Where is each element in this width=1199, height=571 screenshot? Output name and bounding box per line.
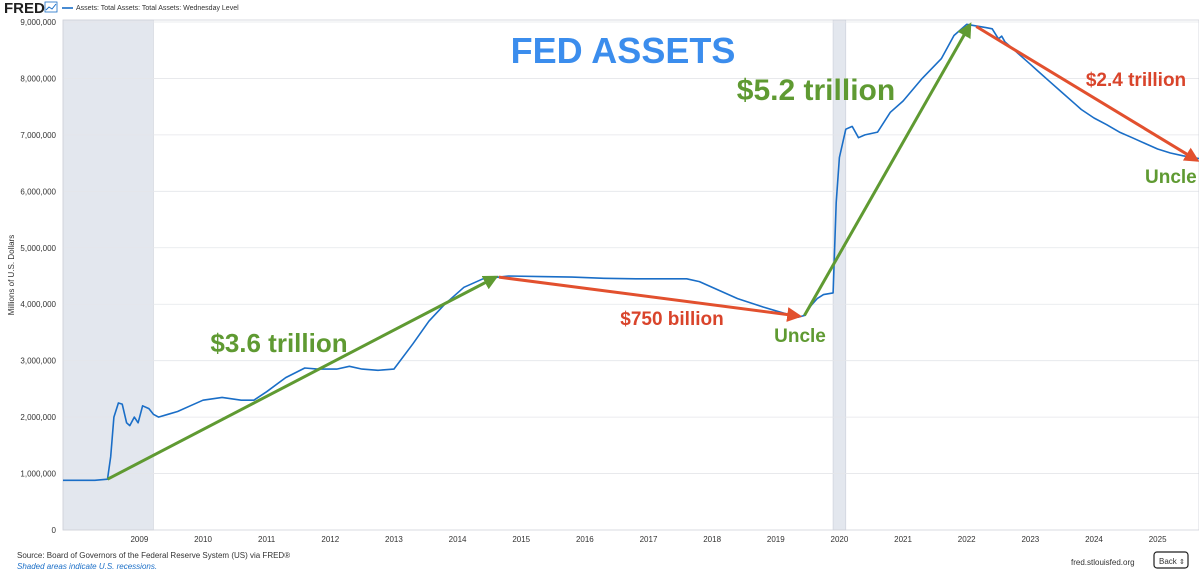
label-2-4-trillion: $2.4 trillion — [1086, 70, 1186, 91]
x-tick-label: 2013 — [385, 535, 403, 544]
x-tick-label: 2011 — [258, 535, 276, 544]
fred-logo-chart-icon — [44, 1, 58, 13]
x-tick-label: 2023 — [1021, 535, 1039, 544]
series-line-total-assets — [63, 23, 1199, 482]
site-url[interactable]: fred.stlouisfed.org — [1071, 558, 1135, 567]
label-750-billion: $750 billion — [620, 309, 723, 330]
y-tick-label: 5,000,000 — [20, 244, 56, 253]
label-uncle-2025: Uncle — [1145, 167, 1197, 188]
x-tick-label: 2020 — [831, 535, 849, 544]
recession-note[interactable]: Shaded areas indicate U.S. recessions. — [17, 562, 157, 571]
x-tick-label: 2022 — [958, 535, 976, 544]
y-tick-label: 4,000,000 — [20, 300, 56, 309]
y-tick-label: 9,000,000 — [20, 18, 56, 27]
y-axis-label: Millions of U.S. Dollars — [7, 235, 16, 315]
down-arrow — [975, 25, 1199, 162]
x-tick-label: 2025 — [1149, 535, 1167, 544]
x-tick-label: 2014 — [449, 535, 467, 544]
legend-label: Assets: Total Assets: Total Assets: Wedn… — [76, 5, 239, 12]
y-tick-label: 8,000,000 — [20, 74, 56, 83]
y-tick-label: 1,000,000 — [20, 470, 56, 479]
x-tick-label: 2009 — [130, 535, 148, 544]
y-tick-label: 7,000,000 — [20, 131, 56, 140]
x-tick-label: 2018 — [703, 535, 721, 544]
down-arrow — [498, 275, 803, 322]
y-tick-label: 6,000,000 — [20, 187, 56, 196]
label-5-2-trillion: $5.2 trillion — [737, 74, 895, 107]
back-button-label: Back — [1159, 557, 1178, 566]
x-tick-label: 2024 — [1085, 535, 1103, 544]
x-tick-label: 2017 — [640, 535, 658, 544]
x-tick-label: 2012 — [321, 535, 339, 544]
x-tick-label: 2015 — [512, 535, 530, 544]
back-sort-icon: ⇕ — [1179, 558, 1185, 566]
y-tick-label: 3,000,000 — [20, 357, 56, 366]
chart-title: FED ASSETS — [511, 30, 736, 71]
up-arrow — [803, 22, 972, 317]
gridlines — [63, 21, 1199, 474]
x-tick-label: 2019 — [767, 535, 785, 544]
y-tick-label: 0 — [52, 526, 57, 535]
back-button[interactable]: Back ⇕ — [1153, 551, 1189, 569]
y-axis-ticks: 0 1,000,000 2,000,000 3,000,000 4,000,000 5,0… — [20, 18, 56, 535]
x-axis-ticks: 2009 2010 2011 2012 2013 2014 2015 2016 2017 2018… — [130, 535, 1167, 544]
recession-shading — [62, 19, 847, 531]
annotation-arrows — [106, 22, 1199, 481]
x-tick-label: 2016 — [576, 535, 594, 544]
up-arrow — [106, 275, 499, 481]
recession-band — [62, 19, 154, 531]
label-3-6-trillion: $3.6 trillion — [210, 328, 347, 358]
y-tick-label: 2,000,000 — [20, 413, 56, 422]
fred-logo[interactable]: FRED — [4, 0, 45, 17]
source-note: Source: Board of Governors of the Federa… — [17, 551, 290, 560]
x-tick-label: 2010 — [194, 535, 212, 544]
label-uncle-2019: Uncle — [774, 326, 826, 347]
plot-frame — [62, 19, 1199, 531]
x-tick-label: 2021 — [894, 535, 912, 544]
